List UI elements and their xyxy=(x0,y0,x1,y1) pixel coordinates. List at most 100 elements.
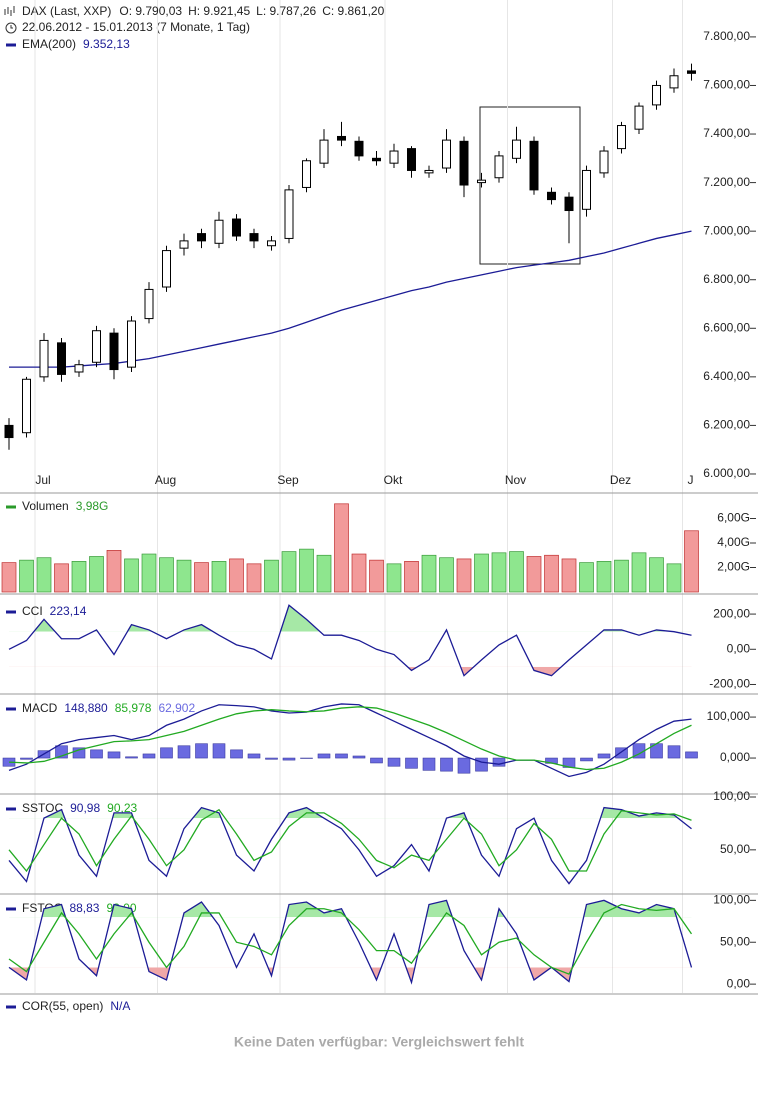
legend-name: CCI xyxy=(22,604,43,618)
volume-bar xyxy=(281,551,297,593)
quote-value: C: 9.861,20 xyxy=(322,4,384,18)
legend-value: 223,14 xyxy=(50,604,87,618)
histogram-bar xyxy=(282,757,296,761)
volume-bar xyxy=(579,562,594,593)
candle-body xyxy=(127,320,136,368)
volume-bar xyxy=(264,559,279,593)
volume-bar xyxy=(386,563,402,593)
histogram-bar xyxy=(90,749,103,759)
legend-value: 148,880 xyxy=(64,701,108,715)
legend-name: EMA(200) xyxy=(22,37,76,51)
histogram-bar xyxy=(685,751,698,759)
overbought-fill xyxy=(9,900,692,918)
candle-body xyxy=(389,150,399,164)
candle-body xyxy=(582,169,591,210)
volume-bar xyxy=(71,561,87,593)
volume-bar xyxy=(439,557,454,593)
indicator-line xyxy=(8,806,692,885)
x-tick-label: Jul xyxy=(35,473,50,487)
legend-value: 90,98 xyxy=(70,801,100,815)
x-tick-label: J xyxy=(688,473,694,487)
candle-body xyxy=(337,135,346,141)
histogram-bar xyxy=(317,753,331,759)
histogram-bar xyxy=(177,745,191,759)
x-tick-label: Sep xyxy=(277,473,299,487)
y-tick-label: 100,00 xyxy=(713,789,750,803)
histogram-bar xyxy=(72,747,86,759)
legend-name: Volumen xyxy=(22,499,69,513)
indicator-line xyxy=(8,899,693,985)
candle-body xyxy=(162,250,171,288)
candle-body xyxy=(74,364,84,373)
volume-bar xyxy=(141,553,157,593)
candle-body xyxy=(477,179,486,184)
y-tick-label: 6.800,00 xyxy=(703,272,750,286)
histogram-bar xyxy=(125,756,138,759)
histogram-bar xyxy=(387,757,401,767)
y-tick-label: 7.600,00 xyxy=(703,78,750,92)
candle-body xyxy=(232,218,241,237)
quote-value: O: 9.790,03 xyxy=(119,4,182,18)
candle-body xyxy=(39,339,49,378)
y-tick-label: 100,00 xyxy=(713,893,750,907)
volume-bar xyxy=(316,554,332,593)
y-tick-label: 7.800,00 xyxy=(703,29,750,43)
candle-body xyxy=(22,378,31,434)
volume-bar xyxy=(404,561,419,593)
oversold-fill xyxy=(407,666,562,676)
candle-body xyxy=(179,240,189,249)
histogram-bar xyxy=(212,743,226,759)
volume-bar xyxy=(369,559,384,593)
volume-bar xyxy=(526,556,542,593)
volume-bar xyxy=(596,561,612,593)
volume-bar xyxy=(561,558,577,593)
histogram-bar xyxy=(352,755,366,759)
candle-body xyxy=(57,342,66,375)
y-tick-label: 0,000 xyxy=(720,750,750,764)
candle-body xyxy=(634,105,644,130)
volume-bar xyxy=(299,548,314,593)
x-tick-label: Nov xyxy=(505,473,526,487)
histogram-bar xyxy=(580,757,593,762)
histogram-bar xyxy=(160,747,173,759)
y-tick-label: 6.000,00 xyxy=(703,466,750,480)
volume-bar xyxy=(19,559,34,593)
candle-body xyxy=(214,219,224,244)
histogram-bar xyxy=(457,757,471,774)
volume-bar xyxy=(491,552,507,593)
candle-body xyxy=(372,157,381,162)
volume-bar xyxy=(159,557,174,593)
candle-body xyxy=(669,75,679,89)
volume-bar xyxy=(246,563,262,593)
candle-body xyxy=(599,150,609,174)
quote-value: L: 9.787,26 xyxy=(256,4,316,18)
volume-bar xyxy=(124,558,139,593)
volume-bar xyxy=(631,552,647,593)
indicator-line xyxy=(8,604,692,677)
no-data-message: Keine Daten verfügbar: Vergleichswert fe… xyxy=(234,1034,525,1050)
clock-icon xyxy=(5,22,17,34)
candle-body xyxy=(4,424,14,439)
volume-bar xyxy=(614,559,629,593)
histogram-bar xyxy=(440,757,453,772)
y-tick-label: 6,00G xyxy=(717,511,750,525)
overbought-fill xyxy=(9,807,692,819)
histogram-bar xyxy=(107,751,121,759)
volume-bar xyxy=(1,562,17,593)
y-tick-label: 0,00 xyxy=(727,641,751,655)
volume-bar xyxy=(684,530,699,593)
candle-body xyxy=(459,140,469,186)
candle-body xyxy=(319,139,329,164)
oversold-fill xyxy=(567,881,571,884)
histogram-bar xyxy=(230,749,243,759)
candle-body xyxy=(547,191,556,201)
legend-name: SSTOC xyxy=(22,801,63,815)
legend-value: 9.352,13 xyxy=(83,37,130,51)
histogram-bar xyxy=(370,757,383,764)
y-tick-label: -200,00 xyxy=(709,677,750,691)
chart-icon xyxy=(4,6,15,16)
legend-value: 3,98G xyxy=(76,499,109,513)
candle-body xyxy=(284,189,294,239)
y-tick-label: 50,00 xyxy=(720,934,750,948)
